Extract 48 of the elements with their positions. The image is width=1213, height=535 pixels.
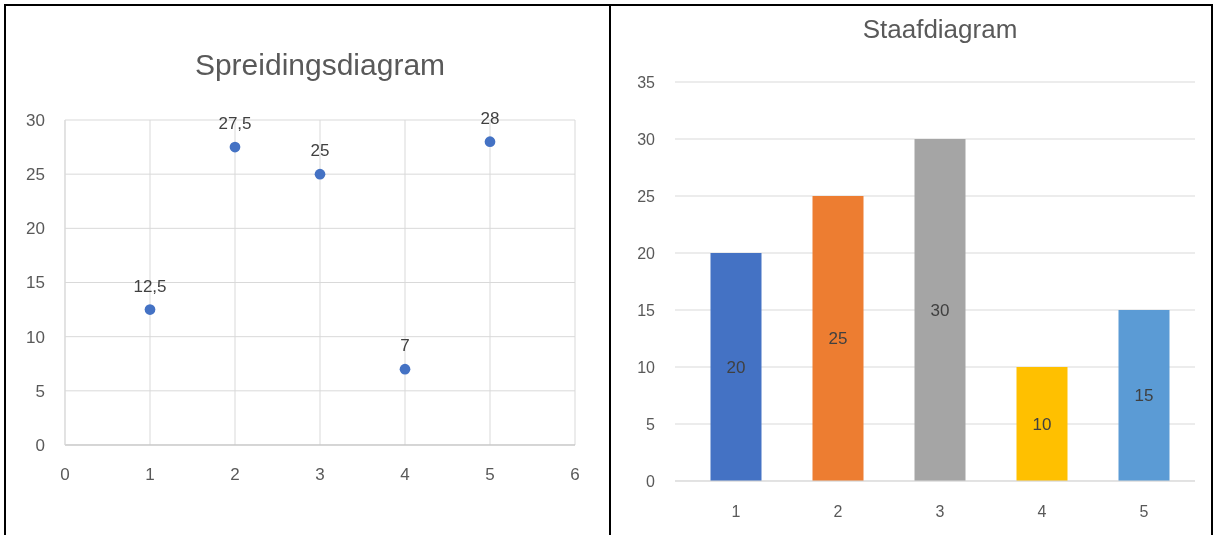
chart-title: Spreidingsdiagram: [194, 48, 446, 81]
y-tick-label: 25: [637, 187, 656, 205]
x-tick-label: 3: [315, 465, 325, 484]
data-label: 15: [1134, 386, 1154, 406]
x-tick-label: 2: [230, 465, 240, 484]
data-label: 27,5: [218, 114, 252, 134]
bar: [1118, 310, 1170, 481]
data-label: 25: [828, 329, 848, 349]
point: [314, 168, 326, 180]
y-tick-label: 15: [26, 273, 45, 293]
point: [229, 141, 241, 153]
data-label: 20: [726, 357, 746, 377]
point: [144, 304, 156, 315]
y-tick-label: 25: [26, 165, 45, 185]
y-tick-label: 30: [26, 110, 45, 130]
data-label: 25: [310, 141, 330, 161]
y-tick-label: 5: [646, 415, 656, 433]
y-tick-label: 30: [637, 130, 656, 148]
point: [484, 136, 496, 148]
data-label: 28: [480, 108, 500, 128]
y-tick-label: 20: [26, 219, 45, 239]
y-tick-label: 15: [637, 301, 656, 319]
bar: [812, 196, 864, 481]
y-tick-label: 5: [35, 381, 45, 401]
x-tick-label: 4: [400, 465, 410, 484]
x-tick-label: 1: [145, 465, 155, 484]
y-tick-label: 0: [35, 435, 45, 455]
x-tick-label: 4: [1037, 503, 1047, 520]
bar: [710, 253, 762, 481]
x-tick-label: 5: [1139, 503, 1149, 520]
y-tick-label: 35: [637, 73, 656, 91]
bar: [1016, 367, 1068, 481]
x-tick-label: 6: [570, 465, 580, 484]
chart-title: Staafdiagram: [862, 14, 1018, 44]
x-tick-label: 5: [485, 465, 495, 484]
data-label: 12,5: [133, 276, 167, 296]
y-tick-label: 20: [637, 244, 656, 262]
x-tick-label: 3: [935, 503, 945, 520]
point: [399, 363, 411, 375]
data-label: 10: [1032, 414, 1052, 434]
x-tick-label: 1: [731, 503, 741, 520]
y-tick-label: 10: [26, 327, 45, 347]
y-tick-label: 10: [637, 358, 656, 376]
x-tick-label: 2: [833, 503, 843, 520]
bar: [914, 139, 966, 481]
data-label: 30: [930, 300, 950, 320]
x-tick-label: 0: [60, 465, 70, 484]
data-label: 7: [400, 336, 410, 356]
